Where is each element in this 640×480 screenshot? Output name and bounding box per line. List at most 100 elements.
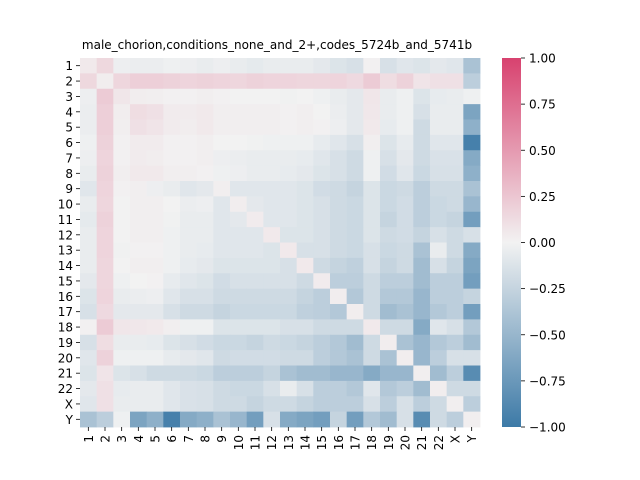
heatmap-cell <box>313 319 331 336</box>
heatmap-cell <box>346 380 364 397</box>
y-tick-label: 19 <box>58 336 73 350</box>
heatmap-cell <box>263 242 281 259</box>
heatmap-cell <box>80 380 98 397</box>
x-tick-label: 4 <box>132 435 146 443</box>
heatmap-cell <box>346 396 364 413</box>
heatmap-cell <box>396 288 414 305</box>
heatmap-cell <box>380 134 398 151</box>
heatmap-cell <box>96 411 114 428</box>
heatmap-cell <box>330 227 348 243</box>
colorbar-tick-label: 1.00 <box>529 52 556 66</box>
heatmap-cell <box>296 396 314 413</box>
heatmap-cell <box>380 227 398 243</box>
heatmap-cell <box>346 350 364 366</box>
heatmap-cell <box>196 365 214 382</box>
heatmap-cell <box>180 104 198 120</box>
heatmap-cell <box>396 350 414 366</box>
heatmap-cell <box>463 334 481 351</box>
heatmap-cell <box>263 411 281 428</box>
heatmap-cell <box>80 73 98 90</box>
heatmap-cell <box>130 257 148 274</box>
heatmap-cell <box>263 104 281 120</box>
heatmap-cell <box>80 365 98 382</box>
heatmap-cell <box>446 273 464 290</box>
heatmap-cell <box>346 150 364 167</box>
heatmap-cell <box>163 104 181 120</box>
heatmap-cell <box>146 150 164 167</box>
heatmap-cell <box>396 119 414 136</box>
heatmap-cell <box>263 273 281 290</box>
heatmap-cell <box>213 380 231 397</box>
y-tick-label: 1 <box>65 59 73 73</box>
heatmap-cell <box>196 181 214 197</box>
heatmap-cell <box>446 196 464 213</box>
heatmap-cell <box>363 273 381 290</box>
heatmap-cell <box>430 288 448 305</box>
x-tick-label: 10 <box>232 435 246 450</box>
x-tick-label: 7 <box>182 435 196 443</box>
heatmap-cell <box>146 411 164 428</box>
heatmap-cell <box>430 104 448 120</box>
heatmap-cell <box>313 73 331 90</box>
heatmap-cell <box>113 88 131 105</box>
heatmap-cell <box>313 119 331 136</box>
heatmap-cell <box>80 181 98 197</box>
heatmap-cell <box>80 150 98 167</box>
heatmap-cell <box>196 88 214 105</box>
heatmap-cell <box>146 334 164 351</box>
heatmap-cells <box>80 58 481 428</box>
x-tick-label: 19 <box>382 435 396 450</box>
heatmap-cell <box>163 319 181 336</box>
heatmap-cell <box>146 380 164 397</box>
heatmap-cell <box>146 196 164 213</box>
heatmap-cell <box>146 304 164 320</box>
heatmap-cell <box>430 365 448 382</box>
heatmap-cell <box>280 104 298 120</box>
colorbar <box>502 58 521 427</box>
heatmap-cell <box>280 319 298 336</box>
heatmap-cell <box>230 88 248 105</box>
heatmap-cell <box>96 165 114 182</box>
heatmap-cell <box>296 211 314 228</box>
heatmap-cell <box>196 73 214 90</box>
heatmap-cell <box>196 165 214 182</box>
heatmap-cell <box>246 227 264 243</box>
heatmap-cell <box>263 134 281 151</box>
heatmap-cell <box>313 134 331 151</box>
heatmap-cell <box>346 411 364 428</box>
heatmap-cell <box>330 273 348 290</box>
heatmap-cell <box>463 411 481 428</box>
heatmap-cell <box>446 288 464 305</box>
heatmap-cell <box>80 288 98 305</box>
chart-title: male_chorion,conditions_none_and_2+,code… <box>82 38 472 52</box>
heatmap-cell <box>113 411 131 428</box>
heatmap-cell <box>263 319 281 336</box>
heatmap-cell <box>380 411 398 428</box>
heatmap-cell <box>263 350 281 366</box>
heatmap-cell <box>396 211 414 228</box>
heatmap-cell <box>363 58 381 74</box>
heatmap-cell <box>180 242 198 259</box>
heatmap-cell <box>363 334 381 351</box>
heatmap-cell <box>113 350 131 366</box>
heatmap-cell <box>163 196 181 213</box>
heatmap-cell <box>180 411 198 428</box>
heatmap-cell <box>246 304 264 320</box>
heatmap-cell <box>130 119 148 136</box>
heatmap-cell <box>180 334 198 351</box>
heatmap-cell <box>263 196 281 213</box>
heatmap-cell <box>246 273 264 290</box>
heatmap-cell <box>380 150 398 167</box>
heatmap-cell <box>363 319 381 336</box>
heatmap-cell <box>196 134 214 151</box>
heatmap-cell <box>380 119 398 136</box>
heatmap-cell <box>363 242 381 259</box>
heatmap-cell <box>463 257 481 274</box>
heatmap-cell <box>430 334 448 351</box>
heatmap-cell <box>163 211 181 228</box>
x-tick-label: X <box>449 435 463 443</box>
heatmap-cell <box>330 73 348 90</box>
y-tick-label: X <box>65 397 73 411</box>
heatmap-cell <box>413 88 431 105</box>
heatmap-cell <box>313 334 331 351</box>
